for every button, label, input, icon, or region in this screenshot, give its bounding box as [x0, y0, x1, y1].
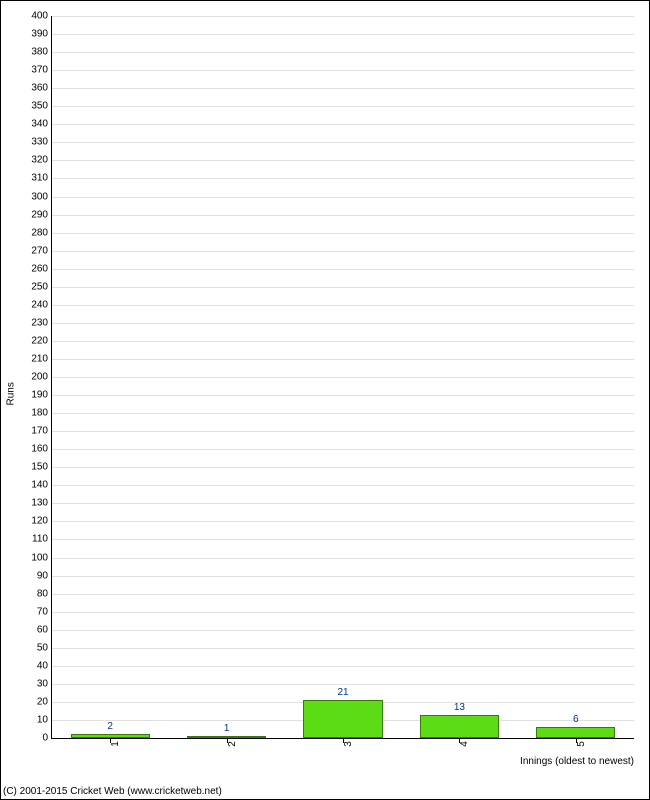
y-tick-label: 60 [37, 624, 48, 635]
gridline [52, 594, 634, 595]
copyright-text: (C) 2001-2015 Cricket Web (www.cricketwe… [3, 786, 222, 797]
plot-area: 0102030405060708090100110120130140150160… [51, 16, 634, 739]
gridline [52, 467, 634, 468]
gridline [52, 341, 634, 342]
gridline [52, 521, 634, 522]
x-tick-label: 5 [576, 741, 587, 747]
bar-value-label: 6 [573, 714, 579, 725]
y-tick-label: 100 [31, 552, 48, 563]
y-tick-label: 20 [37, 696, 48, 707]
gridline [52, 666, 634, 667]
gridline [52, 449, 634, 450]
gridline [52, 160, 634, 161]
gridline [52, 323, 634, 324]
y-tick-label: 70 [37, 606, 48, 617]
gridline [52, 485, 634, 486]
y-tick-label: 210 [31, 353, 48, 364]
y-tick-label: 10 [37, 714, 48, 725]
y-tick-label: 290 [31, 209, 48, 220]
y-tick-label: 360 [31, 83, 48, 94]
gridline [52, 431, 634, 432]
x-tick-label: 4 [459, 741, 470, 747]
gridline [52, 70, 634, 71]
gridline [52, 305, 634, 306]
gridline [52, 106, 634, 107]
gridline [52, 269, 634, 270]
gridline [52, 539, 634, 540]
y-tick-label: 80 [37, 588, 48, 599]
y-tick-label: 280 [31, 227, 48, 238]
gridline [52, 558, 634, 559]
y-tick-label: 220 [31, 335, 48, 346]
gridline [52, 359, 634, 360]
gridline [52, 124, 634, 125]
gridline [52, 377, 634, 378]
bar-value-label: 2 [107, 721, 113, 732]
y-tick-label: 90 [37, 570, 48, 581]
bar [536, 727, 615, 738]
x-tick-label: 3 [343, 741, 354, 747]
y-tick-label: 240 [31, 299, 48, 310]
bar [420, 715, 499, 738]
bar [303, 700, 382, 738]
y-tick-label: 160 [31, 444, 48, 455]
y-tick-label: 150 [31, 462, 48, 473]
y-tick-label: 40 [37, 660, 48, 671]
bar-value-label: 13 [454, 702, 465, 713]
x-tick-label: 2 [227, 741, 238, 747]
y-tick-label: 120 [31, 516, 48, 527]
gridline [52, 648, 634, 649]
gridline [52, 395, 634, 396]
y-tick-label: 0 [42, 733, 48, 744]
y-tick-label: 140 [31, 480, 48, 491]
y-tick-label: 340 [31, 119, 48, 130]
chart-container: 0 10 20 30 40 50 60 70 80 90 100 110 120 130 140 150 160… [0, 0, 650, 800]
gridline [52, 684, 634, 685]
gridline [52, 88, 634, 89]
gridline [52, 612, 634, 613]
y-tick-label: 310 [31, 173, 48, 184]
gridline [52, 413, 634, 414]
gridline [52, 630, 634, 631]
y-tick-label: 320 [31, 155, 48, 166]
bar-value-label: 21 [337, 687, 348, 698]
y-tick-label: 130 [31, 498, 48, 509]
gridline [52, 215, 634, 216]
y-tick-label: 110 [32, 534, 48, 545]
y-tick-label: 230 [31, 317, 48, 328]
y-tick-label: 180 [31, 408, 48, 419]
y-tick-label: 30 [37, 678, 48, 689]
gridline [52, 178, 634, 179]
y-tick-label: 250 [31, 281, 48, 292]
y-tick-label: 190 [31, 390, 48, 401]
gridline [52, 233, 634, 234]
gridline [52, 251, 634, 252]
y-tick-label: 380 [31, 47, 48, 58]
y-tick-label: 300 [31, 191, 48, 202]
y-tick-label: 50 [37, 642, 48, 653]
y-tick-label: 370 [31, 65, 48, 76]
gridline [52, 576, 634, 577]
gridline [52, 197, 634, 198]
y-axis-label: Runs [6, 382, 17, 405]
y-tick-label: 350 [31, 101, 48, 112]
gridline [52, 52, 634, 53]
y-tick-label: 200 [31, 372, 48, 383]
gridline [52, 287, 634, 288]
y-tick-label: 270 [31, 245, 48, 256]
gridline [52, 34, 634, 35]
x-tick-label: 1 [110, 741, 121, 747]
y-tick-label: 170 [31, 426, 48, 437]
gridline [52, 16, 634, 17]
y-tick-label: 330 [31, 137, 48, 148]
y-tick-label: 390 [31, 29, 48, 40]
bar-value-label: 1 [224, 723, 230, 734]
y-tick-label: 400 [31, 11, 48, 22]
gridline [52, 503, 634, 504]
x-axis-label: Innings (oldest to newest) [520, 756, 634, 767]
y-tick-label: 260 [31, 263, 48, 274]
gridline [52, 142, 634, 143]
